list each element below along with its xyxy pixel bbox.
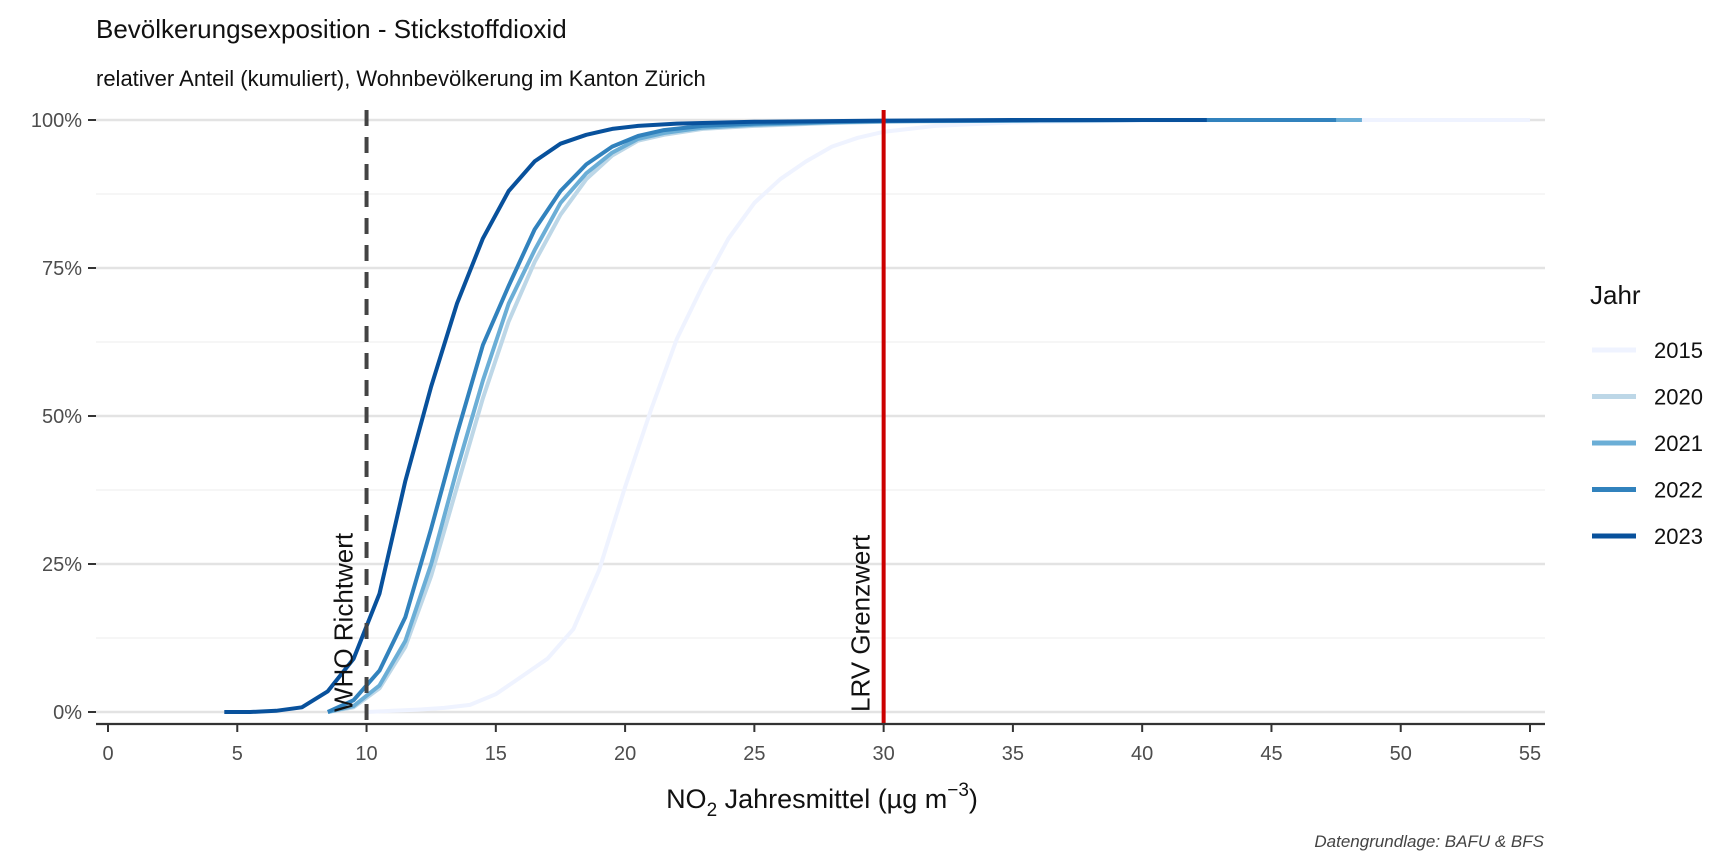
legend-label-2023: 2023 — [1654, 524, 1703, 549]
x-tick-label: 25 — [743, 743, 765, 765]
legend-label-2022: 2022 — [1654, 478, 1703, 503]
x-tick-label: 40 — [1131, 743, 1153, 765]
x-tick-label: 55 — [1519, 743, 1541, 765]
series-line-2015 — [366, 118, 1530, 714]
x-tick-label: 45 — [1260, 743, 1282, 765]
chart-title: Bevölkerungsexposition - Stickstoffdioxi… — [96, 14, 567, 44]
x-tick-label: 50 — [1390, 743, 1412, 765]
lrv-reference-label: LRV Grenzwert — [846, 534, 876, 712]
y-tick-label: 50% — [42, 406, 82, 428]
y-tick-label: 0% — [53, 702, 82, 724]
series-line-2023 — [224, 118, 1207, 714]
x-tick-label: 15 — [485, 743, 507, 765]
x-tick-label: 0 — [102, 743, 113, 765]
y-tick-label: 75% — [42, 258, 82, 280]
x-axis-title: NO2 Jahresmittel (µg m−3) — [666, 780, 978, 821]
y-tick-label: 25% — [42, 554, 82, 576]
data-source-caption: Datengrundlage: BAFU & BFS — [1314, 832, 1544, 851]
x-tick-label: 5 — [232, 743, 243, 765]
legend-label-2020: 2020 — [1654, 385, 1703, 410]
legend-title: Jahr — [1590, 280, 1641, 310]
chart-subtitle: relativer Anteil (kumuliert), Wohnbevölk… — [96, 66, 706, 91]
y-tick-label: 100% — [31, 110, 82, 132]
x-tick-label: 20 — [614, 743, 636, 765]
who-reference-label: WHO Richtwert — [329, 532, 359, 712]
legend-label-2021: 2021 — [1654, 431, 1703, 456]
x-tick-label: 35 — [1002, 743, 1024, 765]
x-tick-label: 10 — [355, 743, 377, 765]
legend-label-2015: 2015 — [1654, 338, 1703, 363]
x-tick-label: 30 — [873, 743, 895, 765]
